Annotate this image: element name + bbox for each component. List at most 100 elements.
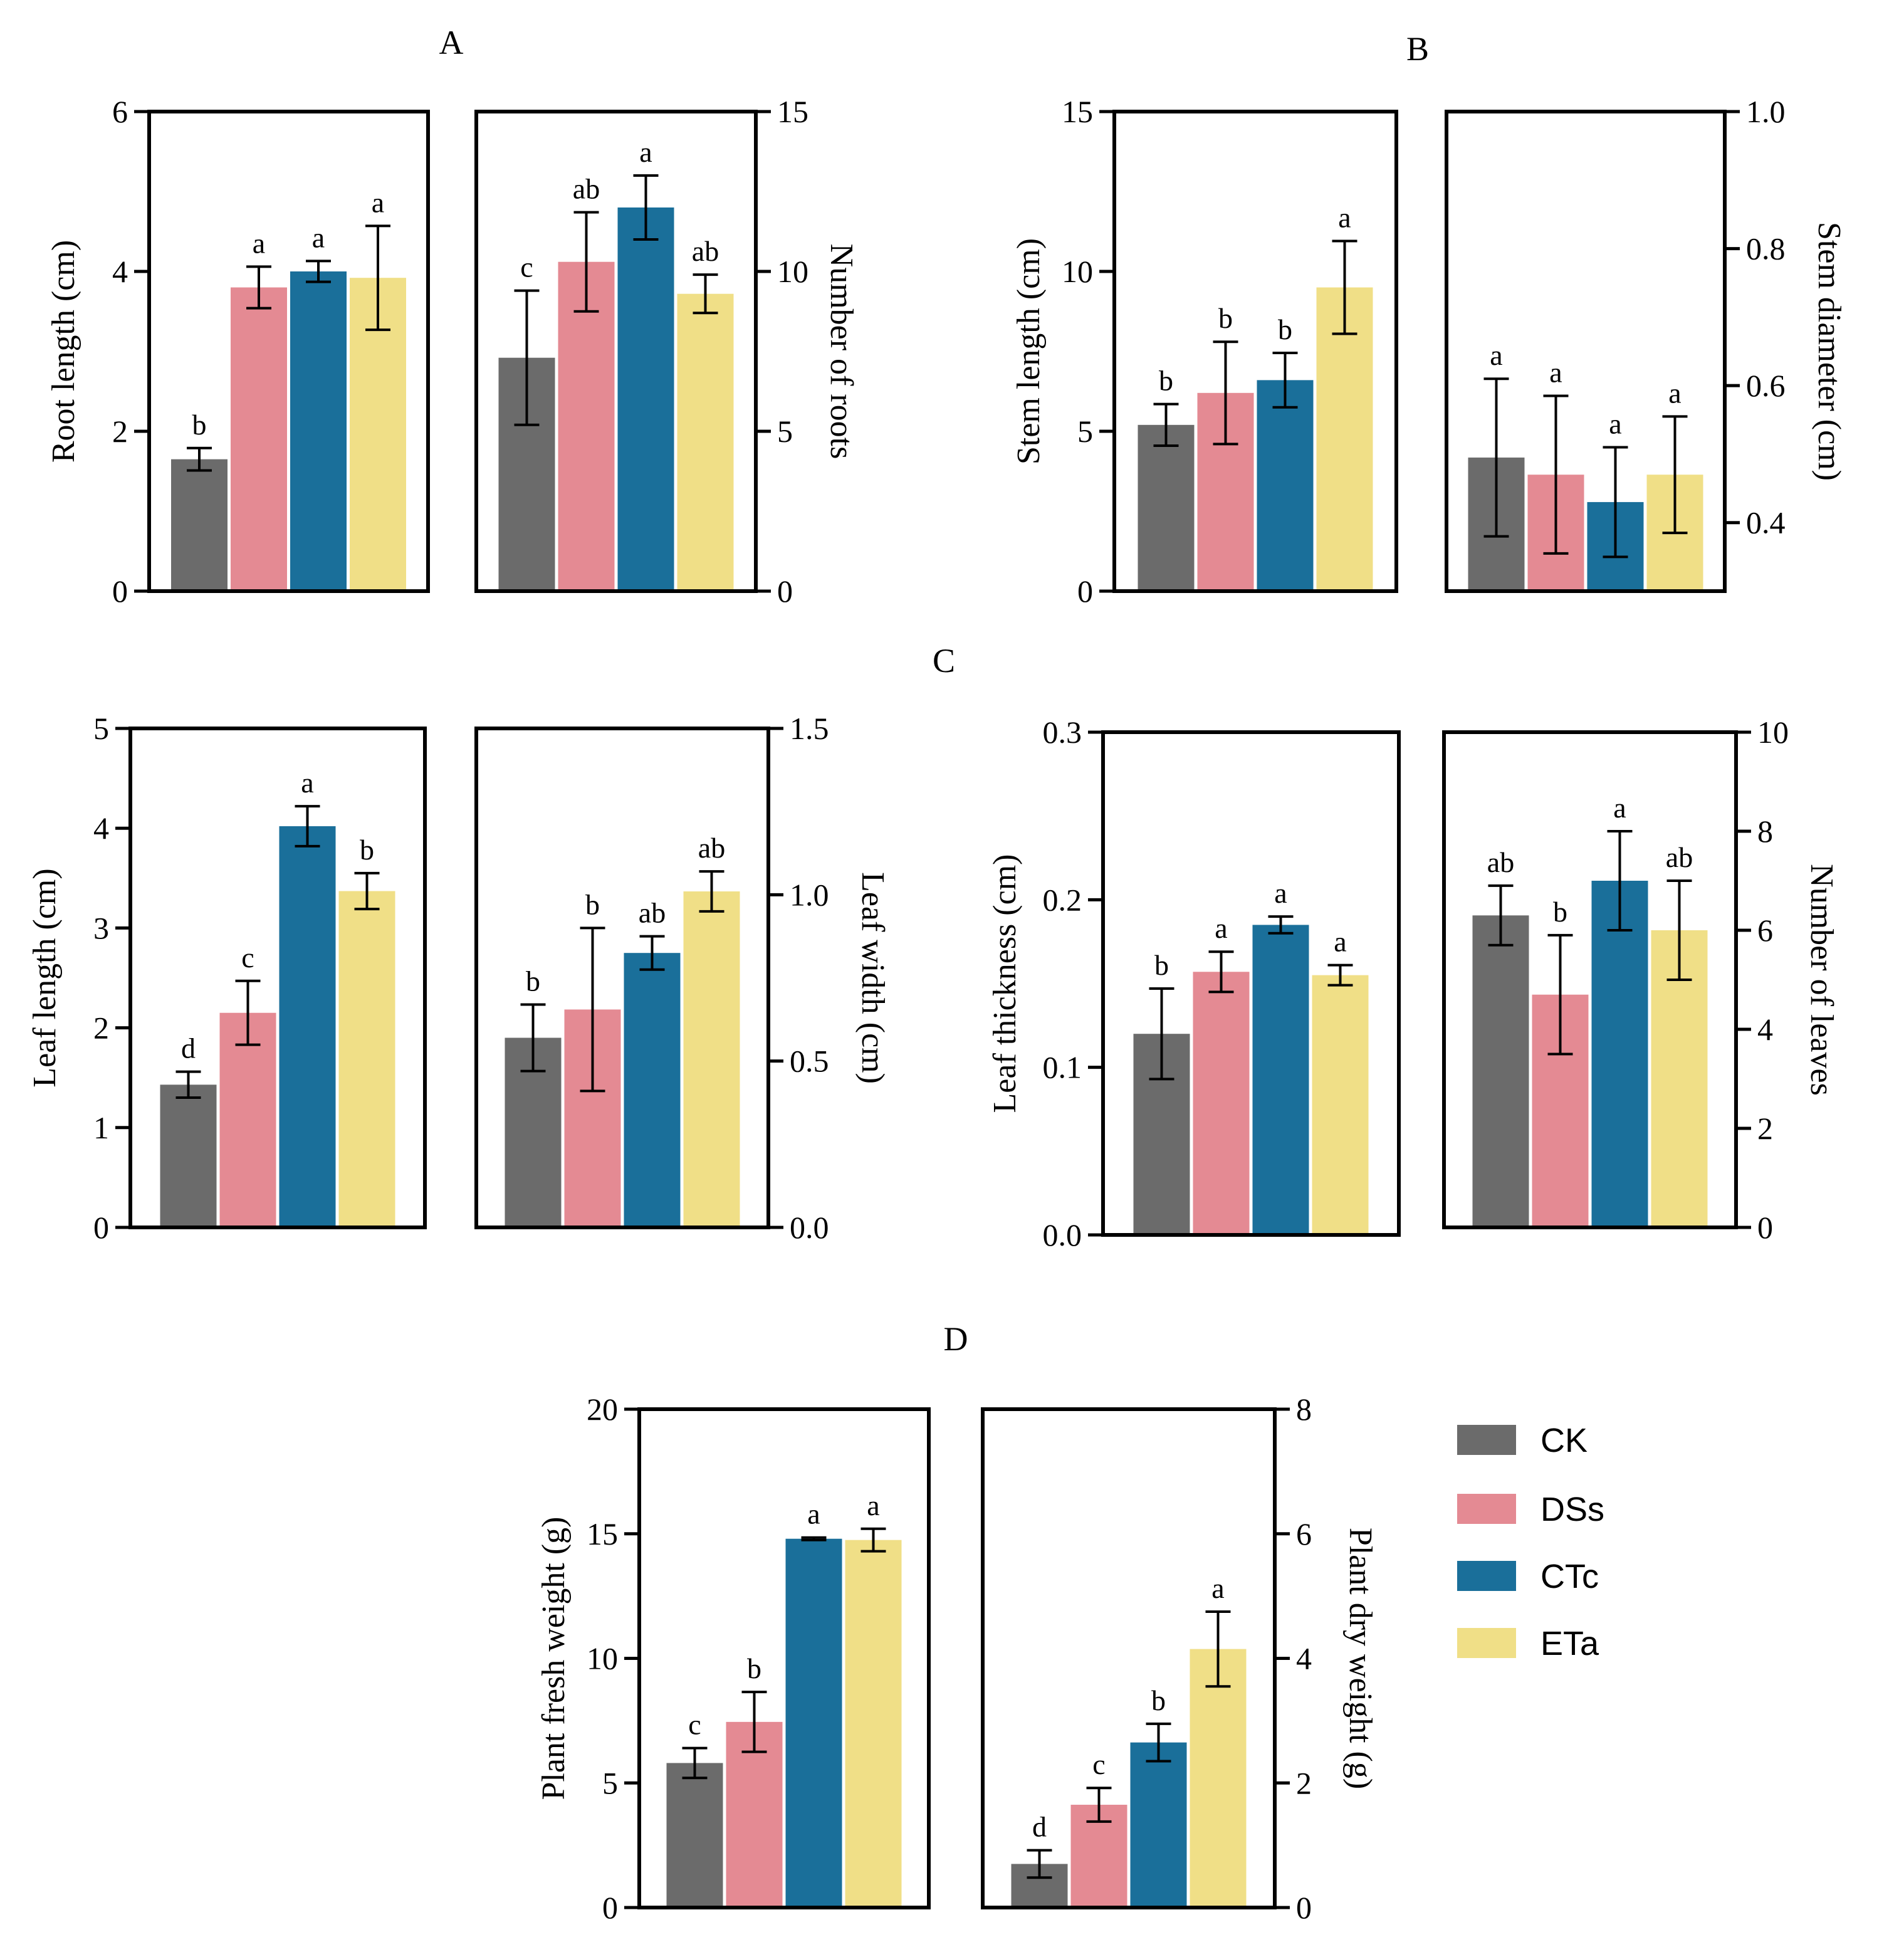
y-axis-title: Number of leaves — [1804, 864, 1839, 1096]
y-tick-label: 0.6 — [1746, 368, 1786, 403]
significance-letter: b — [747, 1652, 761, 1684]
significance-letter: ab — [698, 832, 725, 864]
significance-letter: a — [639, 136, 652, 168]
y-tick-label: 2 — [112, 414, 128, 449]
plot-frame — [1442, 730, 1738, 1229]
y-axis-title: Leaf width (cm) — [855, 872, 891, 1084]
significance-letter: c — [520, 251, 533, 283]
y-tick-label: 6 — [1757, 913, 1773, 948]
significance-letter: ab — [639, 897, 666, 929]
significance-letter: a — [1211, 1572, 1224, 1604]
y-tick-label: 5 — [777, 414, 793, 449]
significance-letter: ab — [1666, 841, 1693, 873]
significance-letter: a — [807, 1498, 820, 1530]
significance-letter: d — [1032, 1811, 1047, 1843]
significance-letter: a — [1668, 377, 1681, 409]
y-tick-label: 0.2 — [1043, 882, 1082, 917]
bar-dss — [219, 1012, 276, 1227]
y-tick-label: 0.5 — [790, 1044, 829, 1079]
bar-ctc — [1257, 380, 1314, 591]
y-tick-label: 0.8 — [1746, 231, 1786, 266]
bar-ctc — [279, 826, 336, 1227]
y-tick-label: 0.0 — [790, 1210, 829, 1245]
legend-item-ctc: CTc — [1457, 1558, 1599, 1595]
y-tick-label: 15 — [587, 1516, 618, 1551]
legend-label-ck: CK — [1540, 1422, 1588, 1459]
y-tick-label: 1.0 — [1746, 94, 1786, 129]
chart-root-length: b a a a 0 2 4 6 Root length (cm) — [46, 94, 430, 609]
bar-dss — [231, 287, 287, 591]
y-tick-label: 6 — [112, 94, 128, 129]
panel-letter-a: A — [439, 24, 464, 61]
significance-letter: c — [1092, 1748, 1105, 1780]
significance-letter: a — [301, 767, 313, 799]
y-axis-title: Leaf length (cm) — [27, 868, 63, 1087]
bar-ck — [1138, 424, 1195, 591]
y-tick-label: 0 — [602, 1890, 618, 1925]
y-tick-label: 4 — [93, 811, 109, 846]
significance-letter: b — [585, 888, 600, 920]
significance-letter: b — [1151, 1684, 1166, 1716]
chart-leaf-thickness: b a a a 0.0 0.1 0.2 0.3 Leaf thickness (cm) — [987, 715, 1401, 1252]
y-tick-label: 0.4 — [1746, 505, 1786, 540]
significance-letter: ab — [573, 173, 600, 205]
bar-eta — [338, 891, 395, 1227]
significance-letter: a — [1549, 357, 1562, 389]
y-tick-label: 2 — [1296, 1765, 1312, 1800]
y-tick-label: 1.5 — [790, 711, 829, 746]
legend-swatch-eta — [1457, 1628, 1516, 1658]
significance-letter: a — [1490, 339, 1502, 371]
significance-letter: b — [360, 834, 374, 866]
y-axis-title: Plant dry weight (g) — [1342, 1528, 1378, 1789]
y-axis-title: Leaf thickness (cm) — [987, 854, 1023, 1113]
panel-letter-b: B — [1406, 30, 1429, 68]
bar-ctc — [1252, 925, 1309, 1235]
significance-letter: b — [526, 965, 540, 997]
significance-letter: a — [1338, 202, 1351, 234]
plot-frame — [1101, 730, 1401, 1237]
bar-ctc — [1591, 881, 1648, 1227]
y-axis-title: Stem length (cm) — [1011, 238, 1047, 465]
legend-label-ctc: CTc — [1540, 1558, 1599, 1595]
panel-letters: A B C D — [439, 24, 1430, 1358]
chart-number-of-roots: c ab a ab 0 5 10 15 Number of roots — [474, 94, 859, 609]
y-tick-label: 0 — [112, 574, 128, 609]
y-axis-title: Plant fresh weight (g) — [536, 1516, 572, 1800]
plot-frame — [1112, 110, 1398, 593]
legend-swatch-ctc — [1457, 1561, 1516, 1591]
bar-dss — [558, 261, 615, 591]
plot-frame — [1445, 110, 1727, 593]
bar-ck — [171, 459, 228, 591]
legend-swatch-dss — [1457, 1494, 1516, 1524]
y-tick-label: 10 — [587, 1641, 618, 1676]
bar-ck — [1472, 915, 1529, 1227]
legend: CK DSs CTc ETa — [1457, 1422, 1604, 1662]
significance-letter: a — [1609, 408, 1621, 440]
y-tick-label: 6 — [1296, 1516, 1312, 1551]
y-tick-label: 2 — [1757, 1111, 1773, 1146]
legend-label-dss: DSs — [1540, 1491, 1604, 1528]
y-tick-label: 10 — [777, 254, 808, 289]
plot-frame — [474, 110, 758, 593]
y-tick-label: 1.0 — [790, 877, 829, 912]
y-tick-label: 0.1 — [1043, 1050, 1082, 1085]
legend-item-dss: DSs — [1457, 1491, 1604, 1528]
y-tick-label: 4 — [1296, 1641, 1312, 1676]
bar-dss — [1193, 972, 1250, 1235]
plot-frame — [147, 110, 430, 593]
significance-letter: a — [253, 227, 265, 259]
y-tick-label: 10 — [1062, 254, 1093, 289]
chart-leaf-width: b b ab ab 0.0 0.5 1.0 1.5 Leaf width (cm) — [474, 711, 891, 1245]
bar-ck — [666, 1763, 723, 1908]
significance-letter: a — [867, 1489, 879, 1521]
bar-eta — [1312, 975, 1369, 1235]
plot-frame — [474, 727, 770, 1229]
y-tick-label: 0 — [1077, 574, 1093, 609]
y-axis-title: Stem diameter (cm) — [1811, 222, 1847, 481]
legend-item-ck: CK — [1457, 1422, 1588, 1459]
chart-number-of-leaves: ab b a ab 0 2 4 6 8 10 Number of leaves — [1442, 715, 1839, 1245]
y-tick-label: 0 — [1296, 1890, 1312, 1925]
significance-letter: b — [1159, 365, 1173, 397]
significance-letter: a — [1215, 912, 1227, 944]
